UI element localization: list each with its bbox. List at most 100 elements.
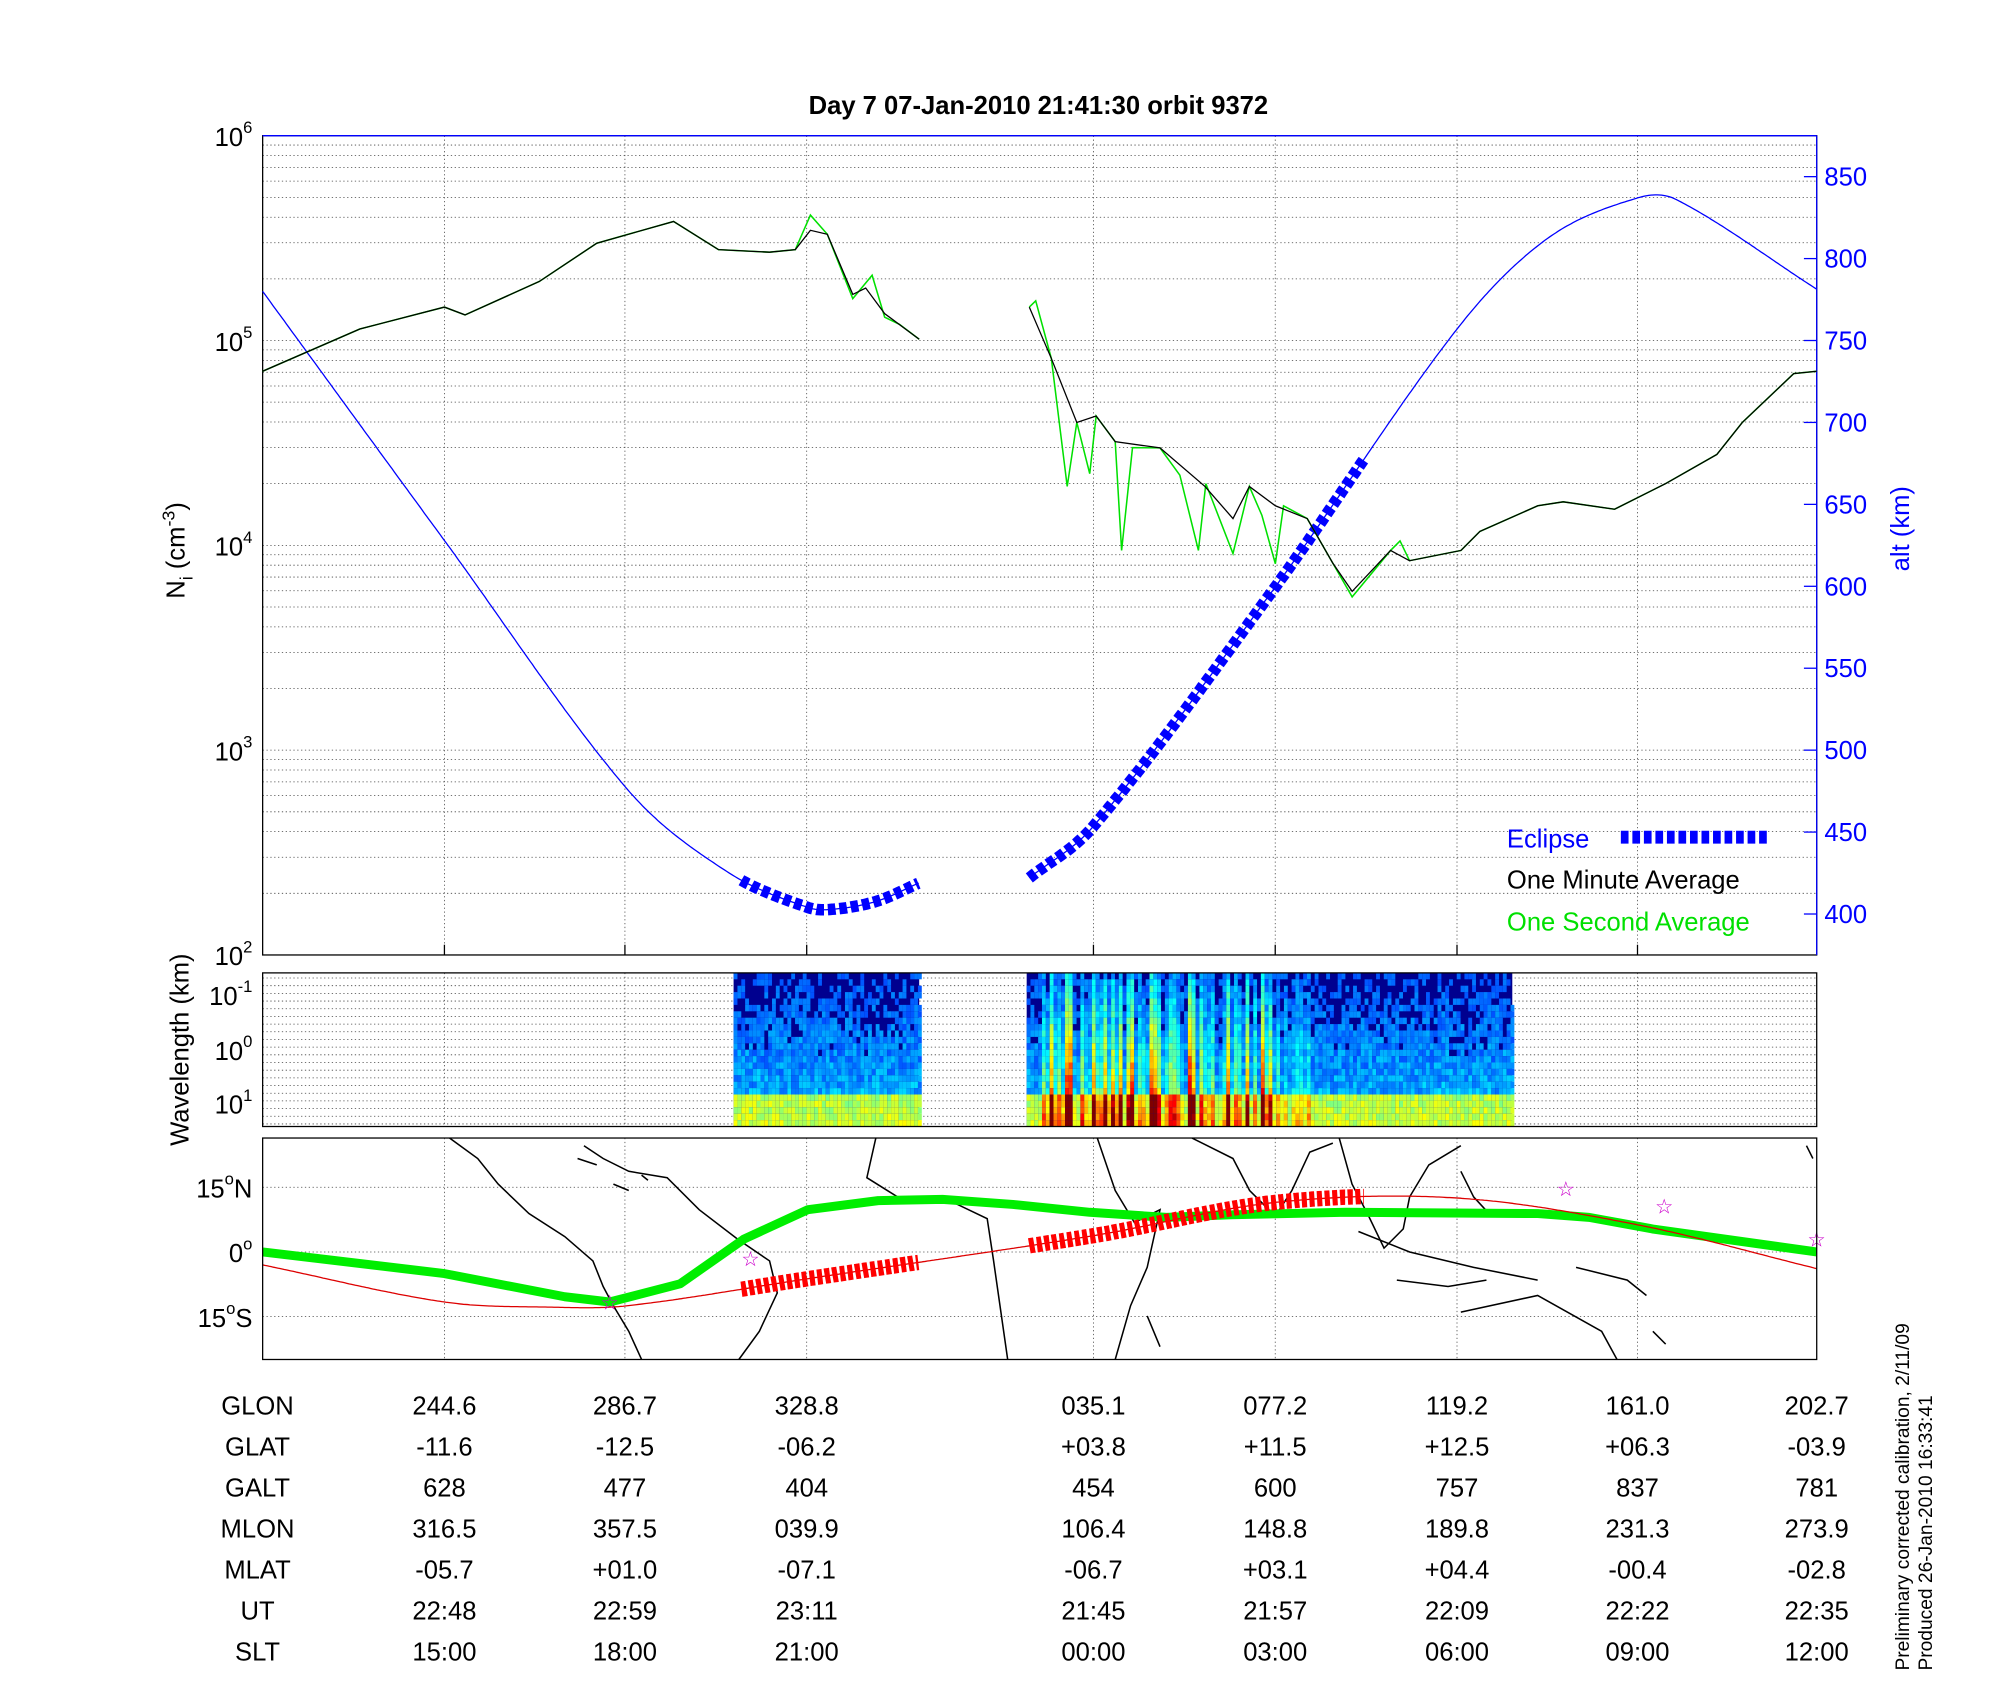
spectrogram-cell bbox=[1283, 1107, 1288, 1114]
spectrogram-cell bbox=[1157, 998, 1162, 1005]
spectrogram-cell bbox=[1479, 1113, 1484, 1121]
table-cell: 09:00 bbox=[1605, 1638, 1669, 1666]
spectrogram-cell bbox=[837, 1036, 842, 1044]
spectrogram-cell bbox=[1391, 1107, 1396, 1114]
spectrogram-cell bbox=[1103, 979, 1108, 986]
spectrogram-cell bbox=[1164, 998, 1169, 1005]
spectrogram-cell bbox=[852, 1030, 857, 1037]
spectrogram-cell bbox=[1130, 1049, 1135, 1057]
alt-tick-label: 800 bbox=[1824, 246, 1867, 274]
spectrogram-cell bbox=[1203, 1068, 1208, 1076]
spectrogram-cell bbox=[833, 1068, 838, 1076]
spectrogram-cell bbox=[1157, 1049, 1162, 1057]
spectrogram-cell bbox=[1161, 1107, 1165, 1114]
spectrogram-cell bbox=[1088, 1075, 1092, 1082]
spectrogram-cell bbox=[883, 979, 888, 986]
spectrogram-cell bbox=[1038, 979, 1042, 986]
spectrogram-cell bbox=[1268, 1113, 1273, 1121]
spectrogram-cell bbox=[1164, 1094, 1169, 1101]
spectrogram-cell bbox=[864, 1043, 869, 1050]
spectrogram-cell bbox=[1111, 1043, 1115, 1050]
table-cell: 454 bbox=[1072, 1474, 1115, 1502]
spectrogram-cell bbox=[1345, 1030, 1350, 1037]
spectrogram-cell bbox=[1283, 1100, 1288, 1108]
spectrogram-cell bbox=[1118, 1113, 1123, 1121]
spectrogram-cell bbox=[1268, 972, 1273, 980]
spectrogram-cell bbox=[1433, 1017, 1438, 1025]
spectrogram-cell bbox=[1168, 1004, 1173, 1012]
spectrogram-cell bbox=[1322, 1120, 1327, 1127]
spectrogram-cell bbox=[871, 1094, 876, 1101]
spectrogram-cell bbox=[1149, 1030, 1154, 1037]
spectrogram-cell bbox=[783, 1024, 788, 1031]
spectrogram-cell bbox=[1080, 1036, 1085, 1044]
spectrogram-cell bbox=[818, 1107, 822, 1114]
spectrogram-cell bbox=[1049, 998, 1054, 1005]
spectrogram-cell bbox=[1072, 1100, 1077, 1108]
spectrogram-cell bbox=[1241, 1100, 1246, 1108]
spectrogram-cell bbox=[1195, 1049, 1200, 1057]
spectrogram-cell bbox=[1376, 1043, 1380, 1050]
spectrogram-cell bbox=[1041, 1094, 1046, 1101]
spectrogram-cell bbox=[1126, 1068, 1131, 1076]
spectrogram-cell bbox=[1399, 1004, 1403, 1012]
alt-tick-label: 500 bbox=[1824, 737, 1867, 765]
spectrogram-cell bbox=[795, 1043, 799, 1050]
spectrogram-cell bbox=[1441, 1100, 1446, 1108]
spectrogram-cell bbox=[1349, 1049, 1354, 1057]
spectrogram-cell bbox=[1210, 1030, 1215, 1037]
table-row: SLT 15:00 18:00 21:00 00:00 03:00 06:00 09:00 12… bbox=[235, 1638, 1849, 1666]
spectrogram-cell bbox=[1360, 1036, 1365, 1044]
spectrogram-cell bbox=[1065, 1075, 1069, 1082]
spectrogram-cell bbox=[1072, 992, 1077, 999]
spectrogram-cell bbox=[1441, 1094, 1446, 1101]
spectrogram-cell bbox=[741, 1094, 746, 1101]
spectrogram-cell bbox=[1433, 1049, 1438, 1057]
spectrogram-cell bbox=[1502, 1043, 1507, 1050]
spectrogram-cell bbox=[1445, 1049, 1450, 1057]
spectrogram-cell bbox=[1283, 985, 1288, 993]
spectrogram-cell bbox=[1456, 1100, 1461, 1108]
spectrogram-cell bbox=[1026, 1043, 1031, 1050]
spectrogram-cell bbox=[1383, 1088, 1388, 1095]
spectrogram-cell bbox=[1218, 1100, 1223, 1108]
spectrogram-cell bbox=[1487, 1081, 1492, 1089]
spectrogram-cell bbox=[1172, 1088, 1177, 1095]
spectrogram-cell bbox=[1487, 1004, 1492, 1012]
spectrogram-cell bbox=[1475, 1043, 1480, 1050]
spectrogram-cell bbox=[1072, 1030, 1077, 1037]
spectrogram-cell bbox=[1041, 1068, 1046, 1076]
spectrogram-cell bbox=[1203, 979, 1208, 986]
spectrogram-cell bbox=[1395, 1049, 1400, 1057]
spectrogram-cell bbox=[1322, 1100, 1327, 1108]
spectrogram-cell bbox=[756, 1075, 761, 1082]
spectrogram-cell bbox=[1487, 1120, 1492, 1127]
spectrogram-cell bbox=[1368, 1036, 1373, 1044]
spectrogram-cell bbox=[1111, 1004, 1115, 1012]
spectrogram-cell bbox=[883, 1100, 888, 1108]
spectrogram-cell bbox=[1283, 992, 1288, 999]
spectrogram-cell bbox=[1272, 1056, 1277, 1063]
spectrogram-cell bbox=[1041, 1081, 1046, 1089]
spectrogram-cell bbox=[1218, 979, 1223, 986]
spectrogram-cell bbox=[1034, 979, 1039, 986]
spectrogram-cell bbox=[1391, 1120, 1396, 1127]
spectrogram-cell bbox=[1084, 1049, 1089, 1057]
spectrogram-cell bbox=[1107, 1036, 1112, 1044]
spectrogram-cell bbox=[1176, 1017, 1181, 1025]
spectrogram-cell bbox=[1207, 998, 1211, 1005]
spectrogram-cell bbox=[775, 1075, 780, 1082]
spectrogram-cell bbox=[1383, 1004, 1388, 1012]
spectrogram-cell bbox=[1402, 985, 1407, 993]
spectrogram-cell bbox=[1472, 1075, 1476, 1082]
spectrogram-cell bbox=[1368, 1062, 1373, 1069]
spectrogram-cell bbox=[1218, 1056, 1223, 1063]
spectrogram-cell bbox=[806, 1024, 811, 1031]
spectrogram-cell bbox=[1268, 1075, 1273, 1082]
spectrogram-cell bbox=[1103, 985, 1108, 993]
spectrogram-cell bbox=[1226, 998, 1231, 1005]
spectrogram-cell bbox=[1491, 1056, 1496, 1063]
spectrogram-cell bbox=[825, 1107, 830, 1114]
spectrogram-cell bbox=[1053, 1011, 1058, 1018]
spectrogram-cell bbox=[756, 979, 761, 986]
